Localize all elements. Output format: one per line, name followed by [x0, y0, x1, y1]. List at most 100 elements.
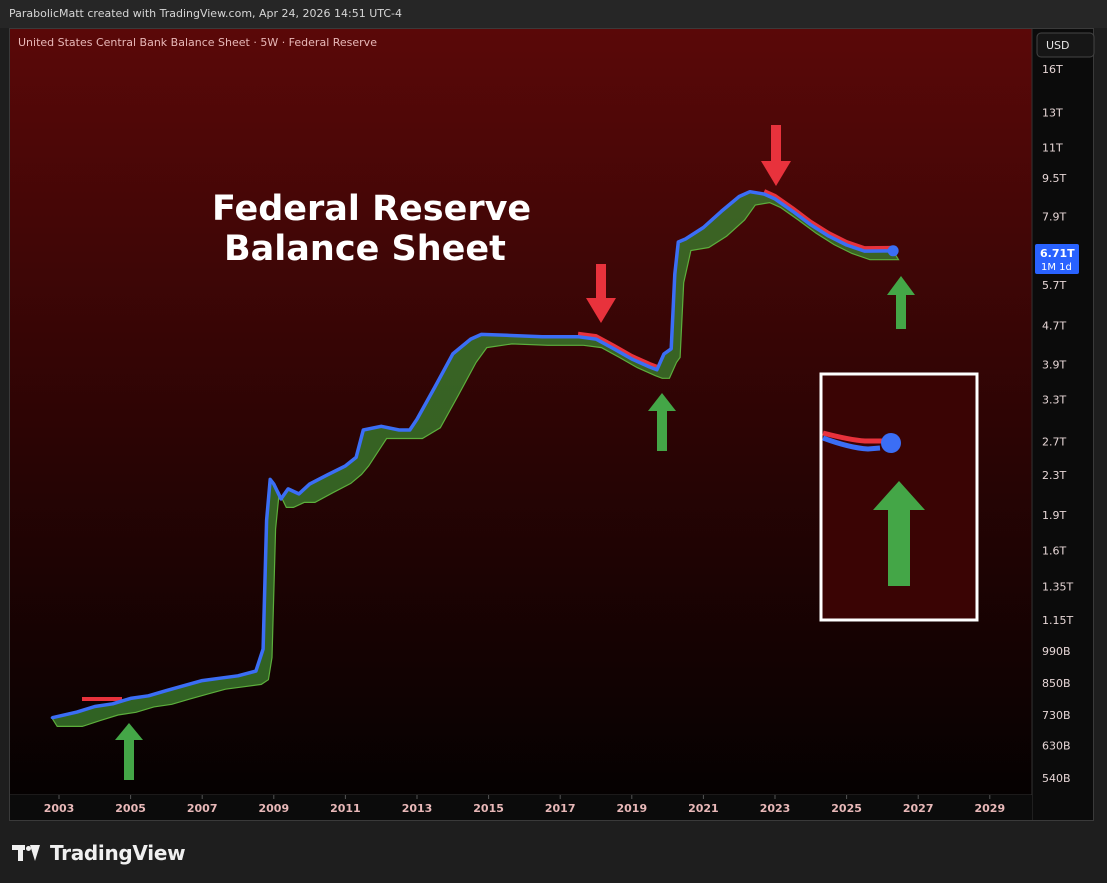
series-point: [265, 519, 268, 522]
series-point: [269, 478, 272, 481]
series-point: [738, 195, 741, 198]
series-point: [286, 487, 290, 491]
tradingview-brand: TradingView: [50, 841, 186, 865]
x-tick-label: 2013: [402, 802, 433, 815]
x-tick-label: 2029: [974, 802, 1005, 815]
series-point: [673, 273, 676, 276]
series-point: [344, 464, 347, 468]
last-price-value: 6.71T: [1040, 247, 1075, 260]
series-point: [308, 482, 311, 486]
overlay-title-line1: Federal Reserve: [212, 189, 531, 229]
last-point-marker: [887, 245, 899, 257]
overlay-title-line2: Balance Sheet: [224, 229, 506, 269]
series-point: [279, 497, 283, 501]
down-arrow-2018: [586, 264, 616, 323]
x-tick-label: 2005: [115, 802, 146, 815]
series-point: [93, 705, 97, 708]
series-point: [261, 647, 265, 651]
credit-bar: ParabolicMatt created with TradingView.c…: [0, 0, 1107, 28]
y-tick-label: 990B: [1042, 645, 1071, 658]
x-tick-label: 2009: [258, 802, 289, 815]
series-point: [720, 210, 723, 213]
series-point: [505, 334, 508, 337]
series-point: [326, 473, 329, 477]
series-point: [433, 385, 437, 389]
series-point: [748, 190, 752, 193]
x-tick-label: 2021: [688, 802, 719, 815]
series-point: [201, 679, 204, 682]
series-point: [183, 684, 186, 687]
y-tick-label: 2.3T: [1042, 469, 1066, 482]
y-tick-label: 1.6T: [1042, 545, 1066, 558]
series-point: [630, 357, 633, 361]
series-point: [75, 710, 79, 714]
series-point: [397, 428, 401, 432]
chart-title: United States Central Bank Balance Sheet…: [18, 36, 377, 49]
y-tick-label: 1.15T: [1042, 614, 1073, 627]
series-point: [480, 333, 483, 336]
series-point: [655, 368, 659, 371]
series-point: [773, 197, 777, 201]
y-tick-label: 630B: [1042, 740, 1071, 753]
series-point: [809, 223, 812, 226]
currency-label: USD: [1046, 39, 1070, 52]
series-point: [129, 697, 132, 700]
y-tick-label: 3.9T: [1042, 358, 1066, 371]
y-tick-label: 11T: [1042, 141, 1063, 154]
y-tick-label: 13T: [1042, 106, 1063, 119]
last-price-label: 6.71T 1M 1d: [1035, 244, 1079, 274]
series-point: [845, 243, 848, 247]
x-tick-label: 2007: [187, 802, 218, 815]
currency-button[interactable]: USD: [1036, 32, 1095, 58]
series-point: [147, 694, 150, 697]
series-point: [50, 716, 54, 720]
y-axis-ticks: 16T 13T 11T 9.5T 7.9T 5.7T 4.7T 3.9T 3.3T 2.7T 2.3…: [1042, 63, 1073, 785]
series-point: [827, 234, 830, 238]
series-point: [236, 674, 240, 678]
decline-2023-segment: [763, 189, 894, 251]
series-point: [254, 669, 258, 673]
x-tick-label: 2025: [831, 802, 862, 815]
y-tick-label: 4.7T: [1042, 319, 1066, 332]
up-arrow-2005: [115, 723, 143, 780]
x-axis-ticks: 2003 2005 2007 2009 2011 2013 2015 2017 2019 2021…: [44, 795, 1005, 815]
series-point: [576, 335, 580, 338]
down-arrow-2023: [761, 125, 791, 186]
y-tick-label: 9.5T: [1042, 172, 1066, 185]
x-axis-strip: [10, 795, 1032, 820]
y-tick-label: 5.7T: [1042, 279, 1066, 292]
x-tick-label: 2017: [545, 802, 576, 815]
tradingview-logo[interactable]: TradingView: [12, 841, 186, 865]
series-point: [272, 482, 275, 486]
series-point: [469, 337, 472, 341]
x-tick-label: 2011: [330, 802, 361, 815]
series-point: [669, 347, 673, 351]
up-arrow-2026: [887, 276, 915, 329]
series-point: [111, 702, 114, 705]
balance-line: [50, 189, 899, 720]
series-point: [594, 337, 598, 341]
decline-2018-segment: [577, 331, 658, 369]
series-point: [863, 249, 866, 253]
y-tick-label: 540B: [1042, 772, 1071, 785]
x-tick-label: 2027: [903, 802, 934, 815]
series-point: [684, 237, 687, 241]
series-point: [362, 428, 365, 432]
x-tick-label: 2023: [760, 802, 791, 815]
series-point: [380, 425, 383, 428]
y-tick-label: 850B: [1042, 677, 1071, 690]
y-tick-label: 1.9T: [1042, 509, 1066, 522]
y-tick-label: 16T: [1042, 63, 1063, 76]
x-tick-label: 2015: [473, 802, 504, 815]
series-point: [541, 335, 544, 338]
series-point: [218, 677, 222, 680]
series-point: [662, 352, 666, 356]
x-tick-label: 2003: [44, 802, 75, 815]
up-arrow-2019: [648, 393, 676, 451]
y-tick-label: 730B: [1042, 709, 1071, 722]
series-point: [165, 689, 168, 692]
series-point: [791, 210, 795, 213]
series-point: [702, 226, 705, 229]
y-tick-label: 7.9T: [1042, 211, 1066, 224]
series-point: [612, 347, 616, 351]
